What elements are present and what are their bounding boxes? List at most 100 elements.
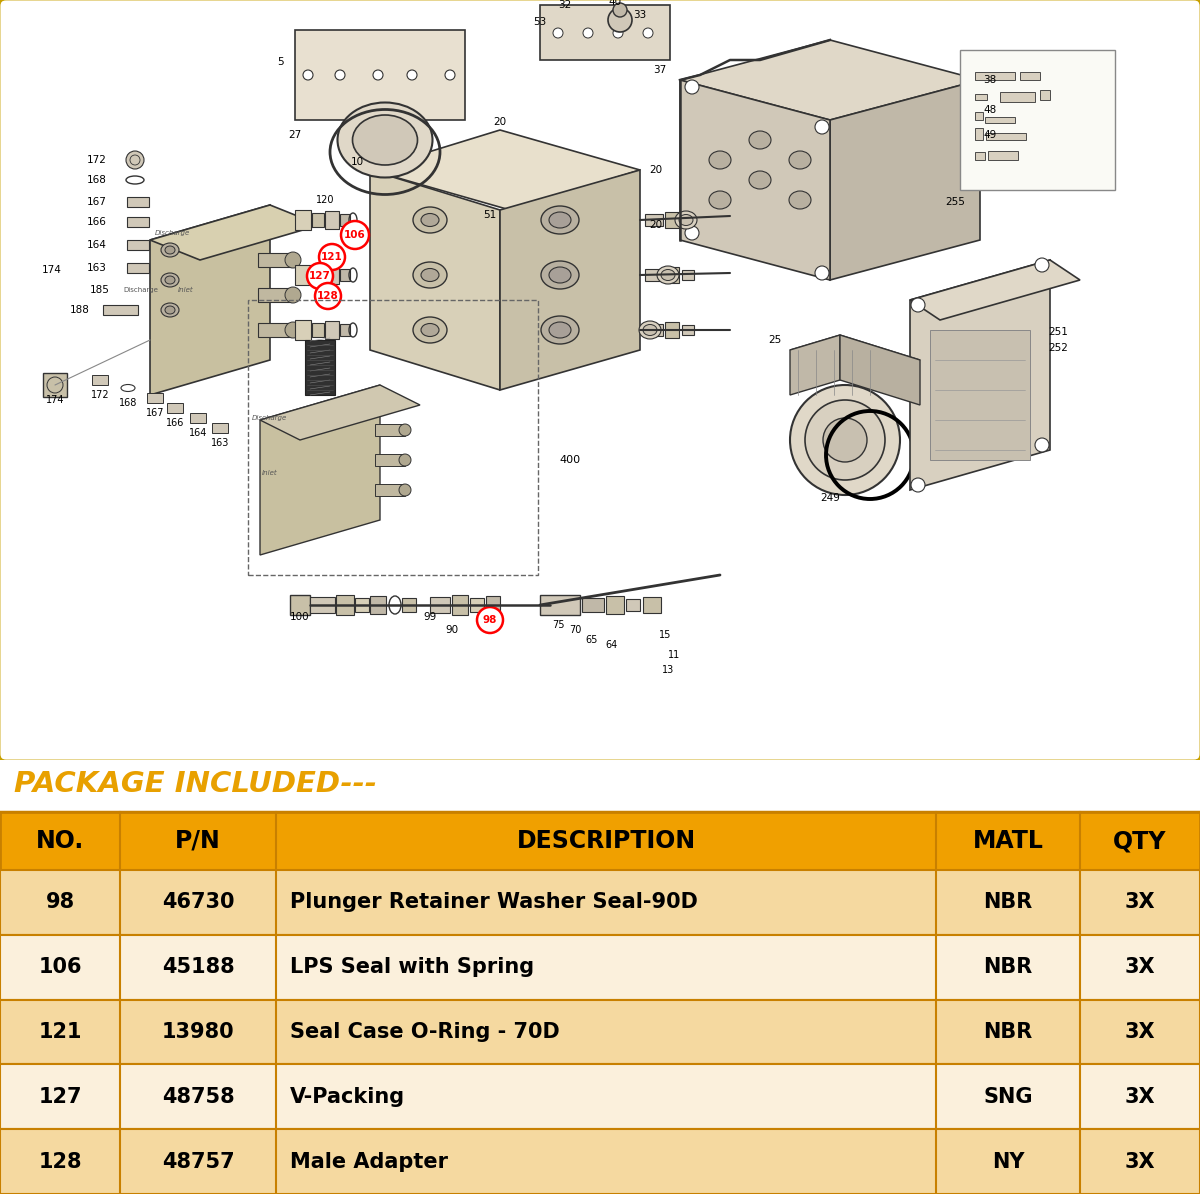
Circle shape	[805, 400, 886, 480]
Text: 251: 251	[1048, 327, 1068, 337]
Text: QTY: QTY	[1114, 829, 1166, 853]
Polygon shape	[790, 336, 840, 395]
Text: 174: 174	[46, 395, 65, 405]
Bar	[470, 598, 484, 613]
Bar	[646, 214, 662, 226]
Text: NBR: NBR	[983, 958, 1033, 977]
Ellipse shape	[658, 266, 679, 284]
Text: 48758: 48758	[162, 1087, 234, 1107]
Text: 167: 167	[145, 408, 164, 418]
Circle shape	[1034, 258, 1049, 272]
Text: PACKAGE INCLUDED---: PACKAGE INCLUDED---	[14, 770, 377, 798]
Circle shape	[286, 322, 301, 338]
Text: 20: 20	[649, 165, 662, 176]
Text: 168: 168	[119, 398, 137, 408]
Text: NBR: NBR	[983, 1022, 1033, 1042]
Bar	[974, 112, 983, 121]
Polygon shape	[830, 80, 980, 281]
Text: 75: 75	[552, 620, 564, 630]
Circle shape	[373, 70, 383, 80]
Bar	[643, 597, 661, 613]
Bar	[0, 1064, 1200, 1130]
Bar	[340, 269, 350, 281]
Bar	[312, 324, 324, 337]
Ellipse shape	[413, 261, 446, 288]
Ellipse shape	[413, 316, 446, 343]
Circle shape	[553, 27, 563, 38]
Polygon shape	[840, 336, 920, 405]
Text: MATL: MATL	[972, 829, 1044, 853]
Text: Discharge: Discharge	[155, 230, 191, 236]
Bar	[190, 413, 206, 423]
Text: Plunger Retainer Washer Seal-90D: Plunger Retainer Washer Seal-90D	[290, 892, 698, 912]
Ellipse shape	[337, 103, 432, 178]
Bar	[258, 253, 293, 267]
Circle shape	[335, 70, 346, 80]
Bar	[988, 150, 1018, 160]
Text: 99: 99	[424, 613, 437, 622]
Text: 15: 15	[659, 630, 671, 640]
Bar	[103, 304, 138, 315]
Text: 3X: 3X	[1124, 892, 1156, 912]
Polygon shape	[910, 260, 1080, 320]
Bar	[340, 214, 350, 226]
Circle shape	[398, 484, 410, 496]
Circle shape	[911, 298, 925, 312]
FancyBboxPatch shape	[0, 0, 1200, 762]
Text: 90: 90	[445, 624, 458, 635]
Text: 64: 64	[606, 640, 618, 650]
Circle shape	[613, 27, 623, 38]
Bar	[0, 870, 1200, 935]
Text: 5: 5	[277, 57, 283, 67]
Text: 252: 252	[1048, 343, 1068, 353]
Ellipse shape	[790, 150, 811, 170]
Ellipse shape	[421, 324, 439, 337]
Bar	[682, 270, 694, 281]
Text: 32: 32	[558, 0, 571, 10]
Text: 37: 37	[653, 64, 667, 75]
Bar	[626, 599, 640, 611]
Polygon shape	[500, 170, 640, 390]
Circle shape	[613, 4, 628, 17]
Text: 13980: 13980	[162, 1022, 234, 1042]
Bar	[974, 152, 985, 160]
Circle shape	[685, 80, 698, 94]
Bar	[295, 265, 311, 285]
Polygon shape	[260, 384, 380, 555]
Ellipse shape	[550, 322, 571, 338]
Text: 172: 172	[91, 390, 109, 400]
Text: P/N: P/N	[175, 829, 221, 853]
Text: 33: 33	[634, 10, 647, 20]
Bar	[1040, 90, 1050, 100]
Text: 3X: 3X	[1124, 1022, 1156, 1042]
Text: 10: 10	[350, 156, 364, 167]
Circle shape	[407, 70, 418, 80]
Text: NO.: NO.	[36, 829, 84, 853]
Bar	[258, 324, 293, 337]
Text: 166: 166	[166, 418, 184, 427]
Polygon shape	[790, 336, 920, 375]
Text: Discharge: Discharge	[124, 287, 158, 293]
Ellipse shape	[161, 273, 179, 287]
Text: NY: NY	[991, 1151, 1025, 1171]
Bar	[0, 812, 1200, 1194]
Bar	[682, 325, 694, 336]
Bar	[295, 30, 466, 121]
Text: 172: 172	[88, 155, 107, 165]
Circle shape	[286, 252, 301, 267]
Circle shape	[286, 287, 301, 303]
Ellipse shape	[709, 150, 731, 170]
Bar	[430, 597, 450, 613]
Text: 49: 49	[983, 130, 997, 140]
Circle shape	[823, 418, 866, 462]
Bar	[312, 267, 324, 282]
Polygon shape	[370, 170, 500, 390]
Text: 163: 163	[211, 438, 229, 448]
Bar	[340, 324, 350, 336]
Text: 20: 20	[649, 220, 662, 230]
Bar	[127, 240, 149, 250]
Ellipse shape	[709, 191, 731, 209]
Circle shape	[685, 226, 698, 240]
Bar	[0, 1130, 1200, 1194]
Bar	[606, 596, 624, 614]
